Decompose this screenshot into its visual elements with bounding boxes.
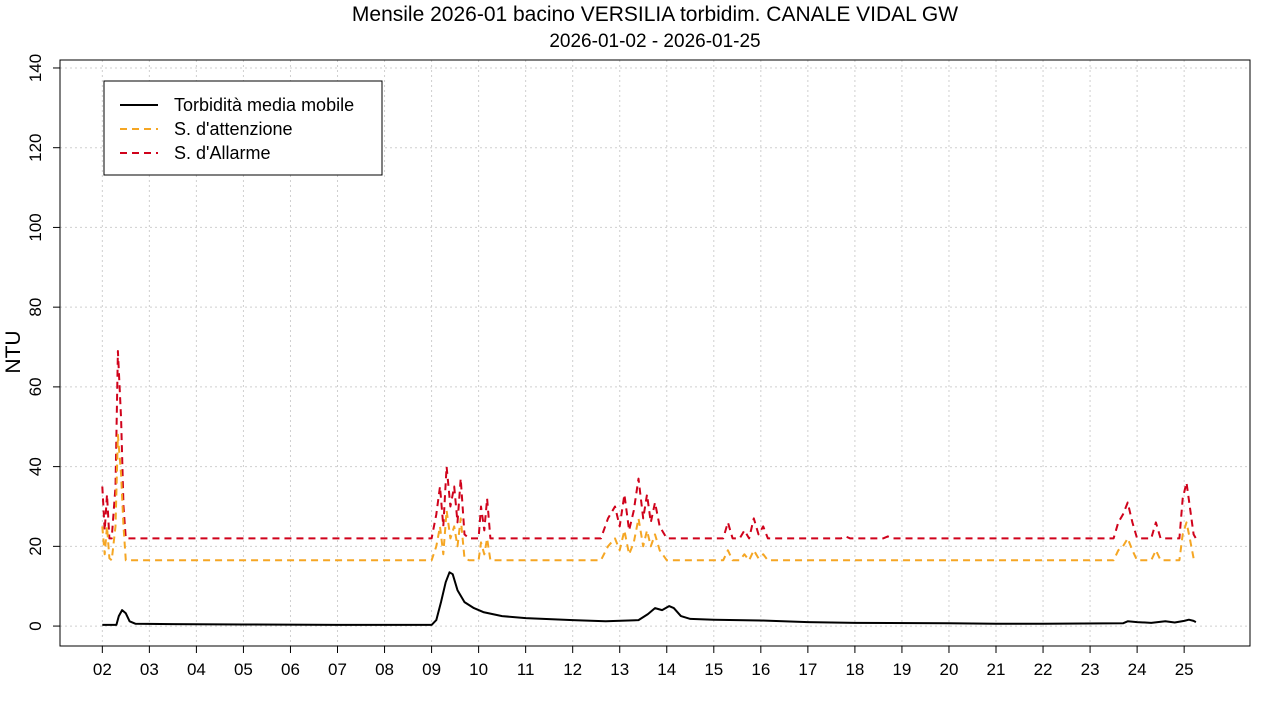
series-line-2 — [101, 350, 1197, 540]
y-tick-label: 0 — [26, 621, 45, 630]
x-tick-label: 09 — [422, 660, 441, 679]
legend-label-1: S. d'attenzione — [174, 119, 293, 139]
x-tick-label: 12 — [563, 660, 582, 679]
y-tick-label: 80 — [26, 298, 45, 317]
y-tick-label: 40 — [26, 457, 45, 476]
x-tick-label: 15 — [704, 660, 723, 679]
x-tick-label: 19 — [892, 660, 911, 679]
y-axis: 0 20 40 60 80 100 120 140 — [26, 54, 61, 631]
x-tick-label: 16 — [751, 660, 770, 679]
x-tick-label: 07 — [328, 660, 347, 679]
x-tick-label: 03 — [140, 660, 159, 679]
y-tick-label: 20 — [26, 537, 45, 556]
x-tick-label: 13 — [610, 660, 629, 679]
chart-subtitle: 2026-01-02 - 2026-01-25 — [549, 31, 760, 52]
x-tick-label: 23 — [1081, 660, 1100, 679]
x-tick-label: 18 — [845, 660, 864, 679]
legend-label-0: Torbidità media mobile — [174, 95, 354, 115]
x-tick-label: 08 — [375, 660, 394, 679]
x-tick-label: 20 — [940, 660, 959, 679]
x-tick-label: 11 — [517, 660, 535, 679]
x-tick-label: 24 — [1128, 660, 1147, 679]
y-tick-label: 100 — [26, 213, 45, 241]
series-line-0 — [102, 571, 1197, 626]
y-tick-label: 60 — [26, 377, 45, 396]
x-tick-label: 10 — [469, 660, 488, 679]
x-tick-label: 05 — [234, 660, 253, 679]
x-tick-label: 14 — [657, 660, 676, 679]
y-axis-label: NTU — [2, 330, 25, 373]
x-tick-label: 25 — [1175, 660, 1194, 679]
x-tick-label: 04 — [187, 660, 206, 679]
chart-title: Mensile 2026-01 bacino VERSILIA torbidim… — [352, 3, 958, 26]
legend-label-2: S. d'Allarme — [174, 143, 270, 163]
legend: Torbidità media mobile S. d'attenzione S. … — [103, 80, 383, 176]
series-line-1 — [101, 433, 1197, 562]
x-axis: 02 03 04 05 06 07 08 09 10 11 12 13 14 15 16 17 18 19 20 21… — [93, 645, 1194, 679]
series-layer — [101, 350, 1197, 626]
x-tick-label: 02 — [93, 660, 112, 679]
x-tick-label: 06 — [281, 660, 300, 679]
x-tick-label: 21 — [987, 660, 1006, 679]
grid-lines — [60, 60, 1250, 646]
y-tick-label: 140 — [26, 54, 45, 82]
y-tick-label: 120 — [26, 134, 45, 162]
x-tick-label: 22 — [1034, 660, 1053, 679]
x-tick-label: 17 — [798, 660, 817, 679]
